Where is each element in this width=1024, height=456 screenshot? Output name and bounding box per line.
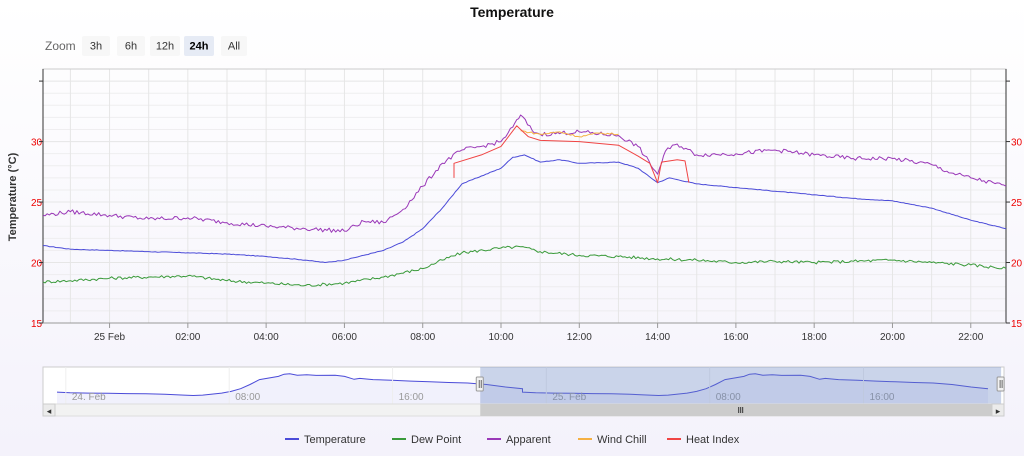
zoom-button-12h[interactable]: 12h bbox=[150, 36, 180, 56]
navigator-label: 08:00 bbox=[716, 392, 741, 403]
navigator-series-line bbox=[56, 373, 989, 397]
y-axis-label: Temperature (°C) bbox=[7, 152, 19, 241]
legend-item-temperature[interactable]: Temperature bbox=[285, 434, 366, 446]
svg-text:Wind Chill: Wind Chill bbox=[597, 434, 647, 446]
navigator-label: 08:00 bbox=[235, 392, 260, 403]
chart-title: Temperature bbox=[470, 4, 554, 20]
zoom-button-6h[interactable]: 6h bbox=[117, 36, 145, 56]
navigator-label: 16:00 bbox=[399, 392, 424, 403]
svg-text:All: All bbox=[228, 41, 240, 53]
y-tick-label-left: 20 bbox=[31, 259, 43, 270]
svg-text:6h: 6h bbox=[125, 41, 137, 53]
svg-text:Apparent: Apparent bbox=[506, 434, 551, 446]
y-tick-label-right: 20 bbox=[1011, 259, 1023, 270]
navigator-label: 24. Feb bbox=[72, 392, 106, 403]
x-tick-label: 14:00 bbox=[645, 332, 670, 343]
x-tick-label: 08:00 bbox=[410, 332, 435, 343]
zoom-button-all[interactable]: All bbox=[221, 36, 247, 56]
legend-item-wind-chill[interactable]: Wind Chill bbox=[578, 434, 647, 446]
y-tick-label-right: 30 bbox=[1011, 138, 1023, 149]
x-tick-label: 04:00 bbox=[254, 332, 279, 343]
navigator-label: 25. Feb bbox=[552, 392, 586, 403]
svg-text:12h: 12h bbox=[156, 41, 174, 53]
y-tick-label-right: 25 bbox=[1011, 198, 1023, 209]
series-line-temperature[interactable] bbox=[43, 154, 1007, 263]
scrollbar-right-button[interactable] bbox=[991, 403, 1005, 417]
legend-item-heat-index[interactable]: Heat Index bbox=[667, 434, 740, 446]
x-tick-label: 16:00 bbox=[723, 332, 748, 343]
svg-text:24h: 24h bbox=[190, 41, 209, 53]
legend-item-dew-point[interactable]: Dew Point bbox=[392, 434, 461, 446]
arrow-icon: ▸ bbox=[996, 406, 1001, 416]
x-tick-label: 20:00 bbox=[880, 332, 905, 343]
svg-text:Temperature: Temperature bbox=[304, 434, 366, 446]
range-selector: Zoom 3h 6h 12h 24h All bbox=[45, 36, 247, 56]
x-tick-label: 10:00 bbox=[488, 332, 513, 343]
arrow-icon: ◂ bbox=[47, 406, 52, 416]
navigator-background bbox=[42, 366, 1005, 405]
navigator-label: 16:00 bbox=[869, 392, 894, 403]
series-line-wind-chill[interactable] bbox=[520, 130, 619, 138]
x-tick-label: 18:00 bbox=[802, 332, 827, 343]
series-line-apparent[interactable] bbox=[42, 114, 1007, 233]
svg-text:Heat Index: Heat Index bbox=[686, 434, 740, 446]
x-tick-label: 02:00 bbox=[175, 332, 200, 343]
svg-text:3h: 3h bbox=[90, 41, 102, 53]
legend-item-apparent[interactable]: Apparent bbox=[487, 434, 551, 446]
y-tick-label-left: 15 bbox=[31, 319, 43, 330]
navigator[interactable]: 24. Feb 08:00 16:00 25. Feb 08:00 16:00 ◂ ▸ bbox=[42, 366, 1005, 417]
plot-area: 15 15 20 20 25 25 30 30 25 Feb 02:00 04:00 06:00 08:… bbox=[31, 68, 1023, 343]
navigator-selection[interactable] bbox=[480, 367, 1002, 404]
x-tick-label: 22:00 bbox=[958, 332, 983, 343]
series-line-heat-index[interactable] bbox=[453, 125, 690, 184]
zoom-label: Zoom bbox=[45, 39, 76, 53]
legend: Temperature Dew Point Apparent Wind Chill He… bbox=[285, 434, 740, 446]
zoom-button-3h[interactable]: 3h bbox=[82, 36, 110, 56]
y-tick-label-left: 30 bbox=[31, 138, 43, 149]
x-tick-label: 25 Feb bbox=[94, 332, 126, 343]
y-tick-label-right: 15 bbox=[1011, 319, 1023, 330]
x-tick-label: 12:00 bbox=[567, 332, 592, 343]
series-line-dew-point[interactable] bbox=[42, 245, 1007, 287]
svg-text:Dew Point: Dew Point bbox=[411, 434, 461, 446]
x-tick-label: 06:00 bbox=[332, 332, 357, 343]
y-tick-label-left: 25 bbox=[31, 198, 43, 209]
scrollbar-left-button[interactable] bbox=[42, 403, 56, 417]
zoom-button-24h[interactable]: 24h bbox=[184, 36, 214, 56]
